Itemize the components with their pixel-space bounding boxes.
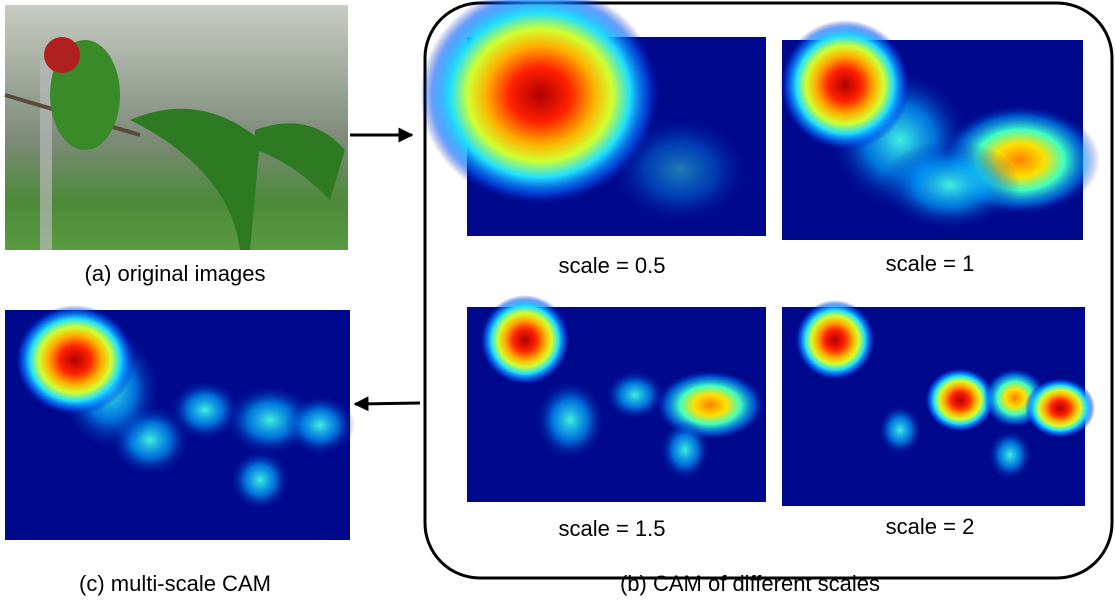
figure: (a) original images (c) multi-scale CAM (0, 0, 1115, 610)
heatmap (467, 295, 766, 502)
heatmap (420, 0, 766, 236)
scale-label: scale = 1 (886, 251, 975, 276)
heatmap (780, 20, 1100, 240)
original-image (5, 5, 348, 250)
heatmap (782, 300, 1095, 506)
arrow (355, 403, 420, 404)
caption: (a) original images (85, 261, 266, 286)
scale-label: scale = 2 (886, 514, 975, 539)
scale-label: scale = 0.5 (558, 253, 665, 278)
heatmap (5, 305, 355, 540)
caption: (b) CAM of different scales (620, 571, 880, 596)
caption: (c) multi-scale CAM (79, 571, 271, 596)
scale-label: scale = 1.5 (558, 516, 665, 541)
